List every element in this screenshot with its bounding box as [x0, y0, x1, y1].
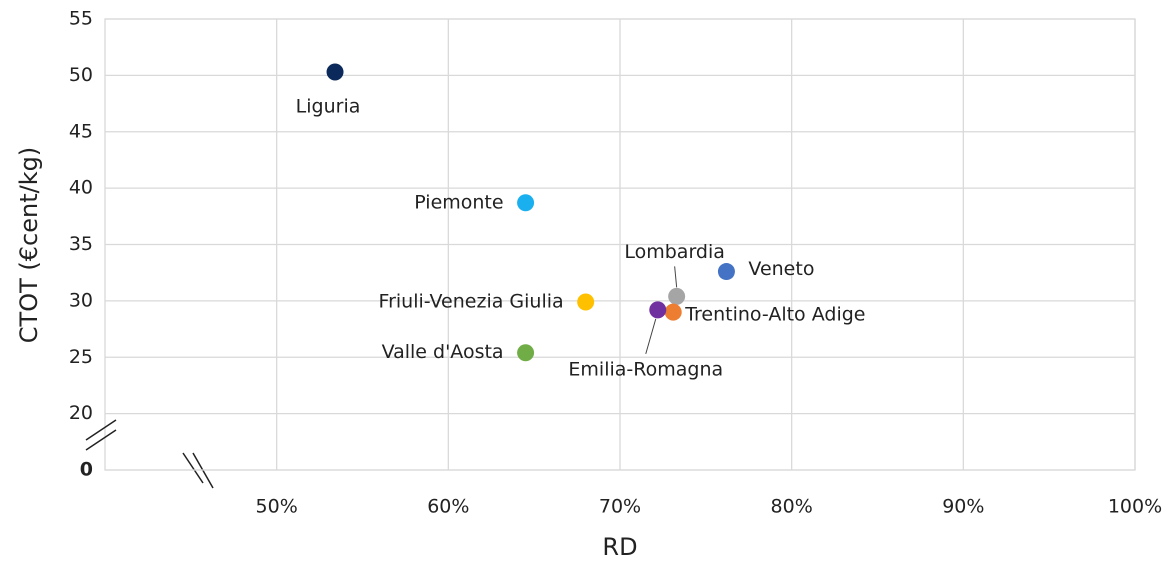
point-label: Emilia-Romagna — [568, 358, 723, 380]
point-label: Friuli-Venezia Giulia — [379, 291, 564, 313]
leader-line — [674, 266, 678, 288]
leader-line — [645, 318, 657, 355]
point-label: Liguria — [296, 95, 361, 117]
point — [717, 263, 735, 281]
y-tick-label: 0 — [80, 459, 93, 481]
y-tick-label: 50 — [69, 64, 93, 86]
y-axis-title: CTOT (€cent/kg) — [15, 147, 43, 343]
point — [517, 194, 535, 212]
x-tick-label: 50% — [256, 496, 298, 518]
y-tick-label: 55 — [69, 8, 93, 30]
point-label: Veneto — [748, 258, 814, 280]
x-tick-label: 70% — [599, 496, 641, 518]
x-tick-label: 90% — [942, 496, 984, 518]
point — [668, 287, 686, 305]
point-label: Piemonte — [414, 191, 503, 213]
point — [326, 63, 344, 81]
x-axis-title: RD — [602, 533, 637, 561]
point — [517, 344, 535, 362]
y-tick-label: 30 — [69, 289, 93, 311]
point-label: Lombardia — [624, 241, 725, 263]
y-tick-label: 45 — [69, 120, 93, 142]
y-tick-label: 20 — [69, 402, 93, 424]
x-tick-label: 60% — [427, 496, 469, 518]
point-label: Valle d'Aosta — [382, 341, 504, 363]
x-tick-label: 80% — [771, 496, 813, 518]
x-tick-label: 100% — [1108, 496, 1162, 518]
point-label: Trentino-Alto Adige — [684, 304, 865, 326]
y-tick-label: 35 — [69, 233, 93, 255]
point — [649, 301, 667, 319]
y-tick-label: 40 — [69, 177, 93, 199]
point — [577, 293, 595, 311]
y-tick-label: 25 — [69, 346, 93, 368]
point — [664, 303, 682, 321]
